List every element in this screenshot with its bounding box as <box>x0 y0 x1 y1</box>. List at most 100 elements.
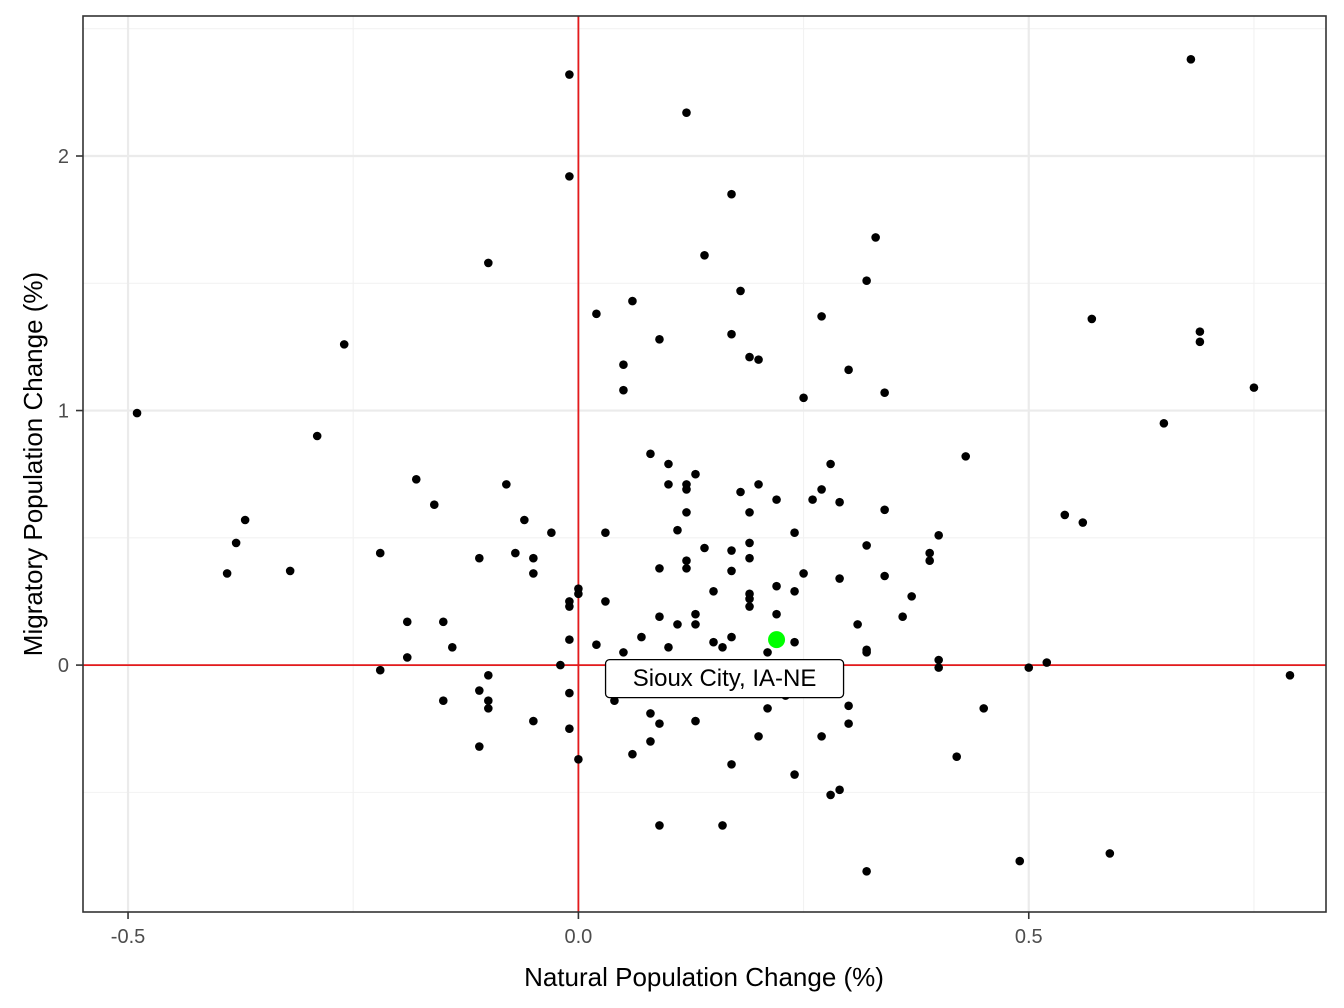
data-point <box>745 602 754 611</box>
data-point <box>835 497 844 507</box>
data-point <box>565 724 574 734</box>
data-point <box>502 480 511 489</box>
data-point <box>402 617 412 627</box>
data-point <box>1249 383 1259 392</box>
data-point <box>664 480 673 489</box>
data-point <box>438 696 448 706</box>
data-point <box>682 564 691 573</box>
data-point <box>862 866 871 876</box>
plot-panel-background <box>83 16 1326 912</box>
data-point <box>547 528 556 538</box>
data-point <box>646 737 655 746</box>
annotation-label: Sioux City, IA-NE <box>633 665 817 692</box>
data-point <box>880 571 889 581</box>
data-point <box>961 452 971 461</box>
plot-panel-border <box>82 15 1327 913</box>
data-point <box>484 704 493 713</box>
data-point <box>763 648 772 657</box>
data-point <box>655 719 664 728</box>
data-point <box>411 474 421 484</box>
data-point <box>655 612 664 622</box>
data-point <box>862 276 871 286</box>
data-point <box>475 742 484 751</box>
data-point <box>664 642 673 652</box>
data-point <box>475 686 484 695</box>
data-point <box>934 655 943 665</box>
data-point <box>1024 663 1034 672</box>
data-point <box>565 688 574 698</box>
data-point <box>682 556 691 566</box>
x-tick-label: -0.5 <box>111 926 145 948</box>
data-point <box>835 574 844 583</box>
data-point <box>700 543 709 553</box>
data-point <box>673 525 682 535</box>
data-point <box>790 528 799 538</box>
data-point <box>772 609 781 619</box>
data-point <box>727 329 736 339</box>
data-point <box>619 360 628 370</box>
data-point <box>790 770 799 779</box>
data-point <box>853 620 862 629</box>
data-point <box>898 612 907 622</box>
data-point <box>826 790 835 800</box>
data-point <box>745 508 754 517</box>
data-point <box>484 670 493 680</box>
data-point <box>673 620 682 629</box>
data-point <box>601 528 610 538</box>
data-point <box>682 508 691 517</box>
data-point <box>592 309 601 319</box>
data-point <box>871 233 880 242</box>
data-point <box>862 648 871 657</box>
data-point <box>691 716 700 726</box>
data-point <box>565 635 574 644</box>
data-point <box>772 581 781 591</box>
data-point <box>646 709 655 718</box>
axes: -0.5 0.0 0.5 0 1 2 <box>58 146 1043 948</box>
data-point <box>132 408 142 418</box>
data-point <box>799 393 808 403</box>
data-point <box>529 553 538 563</box>
data-point <box>817 732 826 741</box>
data-point <box>862 541 871 550</box>
data-points <box>132 54 1295 876</box>
data-point <box>375 548 385 558</box>
y-tick-label: 0 <box>58 655 69 677</box>
data-point <box>934 663 943 672</box>
data-point <box>754 480 763 489</box>
data-point <box>691 469 700 479</box>
data-point <box>682 485 691 494</box>
data-point <box>745 538 754 548</box>
x-tick-label: 0.5 <box>1015 926 1043 948</box>
data-point <box>727 546 736 555</box>
data-point <box>727 566 736 576</box>
data-point <box>529 569 538 578</box>
data-point <box>447 642 457 652</box>
data-point <box>934 530 943 540</box>
data-point <box>511 548 520 558</box>
data-point <box>682 108 691 118</box>
y-tick-label: 2 <box>58 146 69 168</box>
data-point <box>655 821 664 830</box>
data-point <box>628 296 637 306</box>
data-point <box>1087 314 1097 324</box>
data-point <box>484 258 493 268</box>
data-point <box>1078 518 1088 527</box>
data-point <box>826 459 835 469</box>
data-point <box>312 431 322 441</box>
data-point <box>285 566 295 576</box>
data-point <box>727 760 736 769</box>
y-tick-label: 1 <box>58 401 69 423</box>
data-point <box>844 719 853 728</box>
data-point <box>628 749 637 759</box>
data-point <box>790 637 799 647</box>
data-point <box>691 609 700 619</box>
data-point <box>438 617 448 627</box>
data-point <box>375 665 385 675</box>
x-tick-label: 0.0 <box>564 926 592 948</box>
data-point <box>925 548 934 558</box>
annotation-box <box>604 658 845 699</box>
data-point <box>799 569 808 578</box>
data-point <box>727 632 736 642</box>
data-point <box>844 701 853 711</box>
data-point <box>637 632 646 642</box>
